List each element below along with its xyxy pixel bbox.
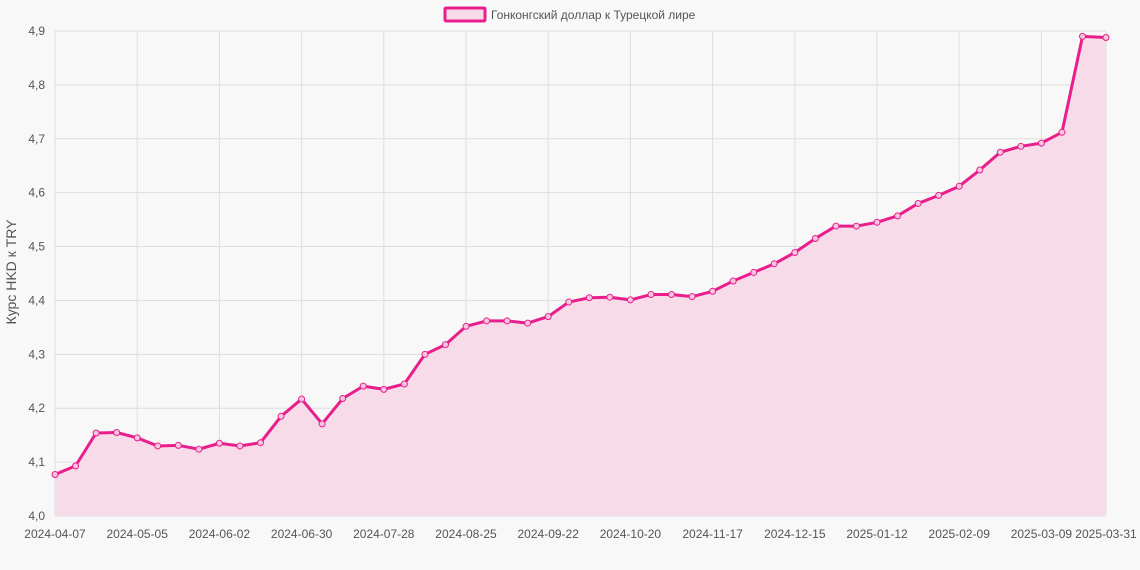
data-point[interactable]: [503, 317, 511, 325]
legend-swatch[interactable]: [443, 6, 487, 23]
data-point[interactable]: [1037, 139, 1045, 147]
data-point[interactable]: [709, 287, 717, 295]
y-tick-label: 4,5: [28, 240, 45, 254]
data-point[interactable]: [647, 291, 655, 299]
data-point[interactable]: [873, 218, 881, 226]
data-point[interactable]: [400, 380, 408, 388]
data-point[interactable]: [914, 199, 922, 207]
data-point[interactable]: [215, 439, 223, 447]
data-point[interactable]: [174, 441, 182, 449]
y-axis-tick-labels: 4,0 4,1 4,2 4,3 4,4 4,5 4,6 4,7 4,8 4,9: [28, 24, 45, 523]
data-point[interactable]: [483, 317, 491, 325]
data-point[interactable]: [257, 439, 264, 447]
x-tick-label: 2024-09-22: [518, 527, 580, 541]
y-tick-label: 4,4: [28, 293, 45, 307]
data-point[interactable]: [935, 191, 943, 199]
y-axis-title: Курс HKD к TRY: [3, 219, 19, 325]
y-tick-label: 4,8: [28, 78, 45, 92]
series-line: [53, 34, 1108, 477]
data-point[interactable]: [195, 445, 203, 453]
data-point[interactable]: [791, 248, 799, 256]
series-line-path: [53, 34, 1108, 477]
data-point[interactable]: [585, 294, 593, 302]
x-tick-label: 2024-07-28: [353, 527, 415, 541]
x-tick-label: 2025-03-31: [1075, 527, 1137, 541]
data-point[interactable]: [133, 434, 141, 442]
series-area: [55, 36, 1106, 516]
series-points: [51, 32, 1110, 479]
data-point[interactable]: [852, 222, 860, 230]
data-point[interactable]: [277, 412, 285, 420]
data-point[interactable]: [298, 395, 306, 403]
data-point[interactable]: [996, 148, 1004, 156]
data-point[interactable]: [72, 462, 80, 470]
x-tick-label: 2025-03-09: [1011, 527, 1073, 541]
y-tick-label: 4,9: [28, 24, 45, 38]
data-point[interactable]: [688, 293, 696, 301]
data-point[interactable]: [770, 260, 778, 268]
data-point[interactable]: [832, 222, 840, 230]
data-point[interactable]: [811, 234, 819, 242]
y-tick-label: 4,6: [28, 186, 45, 200]
data-point[interactable]: [976, 166, 984, 174]
legend[interactable]: Гонконгский доллар к Турецкой лире: [443, 6, 696, 23]
legend-label[interactable]: Гонконгский доллар к Турецкой лире: [491, 8, 696, 22]
data-point[interactable]: [565, 298, 573, 306]
y-tick-label: 4,7: [28, 132, 45, 146]
data-point[interactable]: [51, 471, 59, 479]
x-tick-label: 2024-11-17: [682, 527, 743, 541]
data-point[interactable]: [955, 182, 963, 190]
data-point[interactable]: [441, 341, 449, 349]
data-point[interactable]: [339, 395, 347, 403]
x-tick-label: 2025-01-12: [846, 527, 908, 541]
data-point[interactable]: [462, 322, 470, 330]
data-point[interactable]: [894, 212, 902, 220]
data-point[interactable]: [524, 319, 532, 327]
y-tick-label: 4,3: [28, 347, 45, 361]
data-point[interactable]: [380, 385, 388, 393]
x-tick-label: 2024-04-07: [24, 527, 86, 541]
data-point[interactable]: [1017, 142, 1025, 150]
y-tick-label: 4,1: [28, 455, 45, 469]
data-point[interactable]: [1079, 32, 1087, 40]
data-point[interactable]: [729, 277, 737, 285]
data-point[interactable]: [606, 293, 614, 301]
data-point[interactable]: [113, 428, 121, 436]
data-point[interactable]: [626, 296, 634, 304]
data-point[interactable]: [318, 420, 326, 428]
x-tick-label: 2024-06-30: [271, 527, 333, 541]
data-point[interactable]: [154, 442, 162, 450]
y-tick-label: 4,2: [28, 401, 45, 415]
data-point[interactable]: [668, 291, 676, 299]
data-point[interactable]: [544, 313, 552, 321]
x-tick-label: 2024-10-20: [600, 527, 662, 541]
data-point[interactable]: [236, 442, 244, 450]
y-tick-label: 4,0: [28, 509, 45, 523]
x-tick-label: 2024-05-05: [107, 527, 169, 541]
x-tick-label: 2025-02-09: [929, 527, 991, 541]
series-area-fill: [55, 36, 1106, 516]
data-point[interactable]: [421, 350, 429, 358]
data-point[interactable]: [1102, 33, 1110, 41]
x-axis-tick-labels: 2024-04-07 2024-05-05 2024-06-02 2024-06-30…: [24, 527, 1137, 541]
data-point[interactable]: [359, 382, 367, 390]
data-point[interactable]: [1058, 128, 1066, 136]
data-point[interactable]: [92, 429, 100, 437]
x-tick-label: 2024-08-25: [435, 527, 497, 541]
data-point[interactable]: [750, 268, 758, 276]
x-tick-label: 2024-12-15: [764, 527, 826, 541]
x-tick-label: 2024-06-02: [189, 527, 251, 541]
